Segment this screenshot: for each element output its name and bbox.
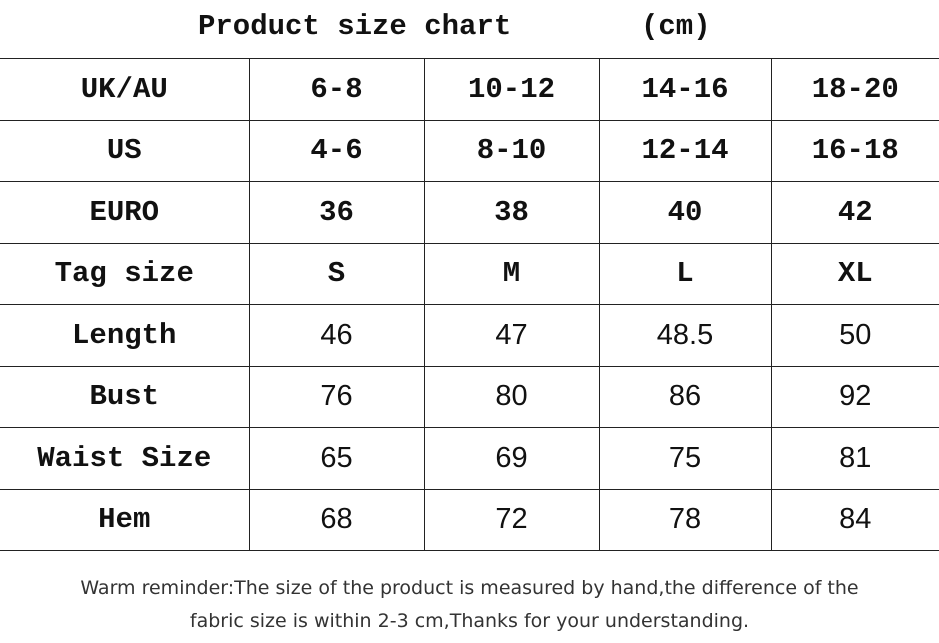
table-row: Waist Size 65 69 75 81 — [0, 427, 939, 490]
row-label: US — [0, 119, 250, 182]
table-cell: L — [598, 242, 772, 305]
title: Product size chart — [198, 10, 512, 43]
table-row: Hem 68 72 78 84 — [0, 488, 939, 551]
table-cell: S — [248, 242, 425, 305]
table-cell: 12-14 — [598, 119, 772, 182]
table-cell: 75 — [598, 427, 772, 490]
table-cell: 80 — [423, 365, 600, 428]
table-cell: 84 — [770, 488, 939, 551]
row-label: Length — [0, 304, 250, 367]
table-cell: 47 — [423, 304, 600, 367]
table-cell: 86 — [598, 365, 772, 428]
table-row: US 4-6 8-10 12-14 16-18 — [0, 119, 939, 182]
table-row: UK/AU 6-8 10-12 14-16 18-20 — [0, 58, 939, 121]
size-table: UK/AU 6-8 10-12 14-16 18-20 US 4-6 8-10 12-14 16-… — [0, 58, 939, 551]
row-label: Hem — [0, 488, 250, 551]
table-cell: 46 — [248, 304, 425, 367]
table-row: Tag size S M L XL — [0, 242, 939, 305]
table-cell: 92 — [770, 365, 939, 428]
table-cell: 14-16 — [598, 58, 772, 121]
table-cell: 48.5 — [598, 304, 772, 367]
footer-line: Warm reminder:The size of the product is… — [80, 577, 859, 599]
unit: (cm) — [641, 10, 711, 43]
table-cell: 72 — [423, 488, 600, 551]
table-row: Length 46 47 48.5 50 — [0, 304, 939, 367]
table-row: Bust 76 80 86 92 — [0, 365, 939, 428]
table-cell: 36 — [248, 181, 425, 244]
footer-line: fabric size is within 2-3 cm,Thanks for … — [189, 610, 750, 632]
table-cell: 16-18 — [770, 119, 939, 182]
table-cell: XL — [770, 242, 939, 305]
table-cell: 50 — [770, 304, 939, 367]
row-label: UK/AU — [0, 58, 250, 121]
row-label: Bust — [0, 365, 250, 428]
table-cell: 8-10 — [423, 119, 600, 182]
table-cell: 78 — [598, 488, 772, 551]
table-cell: 10-12 — [423, 58, 600, 121]
table-cell: M — [423, 242, 600, 305]
table-cell: 4-6 — [248, 119, 425, 182]
table-cell: 69 — [423, 427, 600, 490]
table-cell: 40 — [598, 181, 772, 244]
row-label: Tag size — [0, 242, 250, 305]
table-cell: 38 — [423, 181, 600, 244]
table-cell: 76 — [248, 365, 425, 428]
table-row: EURO 36 38 40 42 — [0, 181, 939, 244]
row-label: EURO — [0, 181, 250, 244]
table-cell: 65 — [248, 427, 425, 490]
table-cell: 6-8 — [248, 58, 425, 121]
table-cell: 68 — [248, 488, 425, 551]
table-cell: 81 — [770, 427, 939, 490]
table-cell: 42 — [770, 181, 939, 244]
row-label: Waist Size — [0, 427, 250, 490]
table-cell: 18-20 — [770, 58, 939, 121]
